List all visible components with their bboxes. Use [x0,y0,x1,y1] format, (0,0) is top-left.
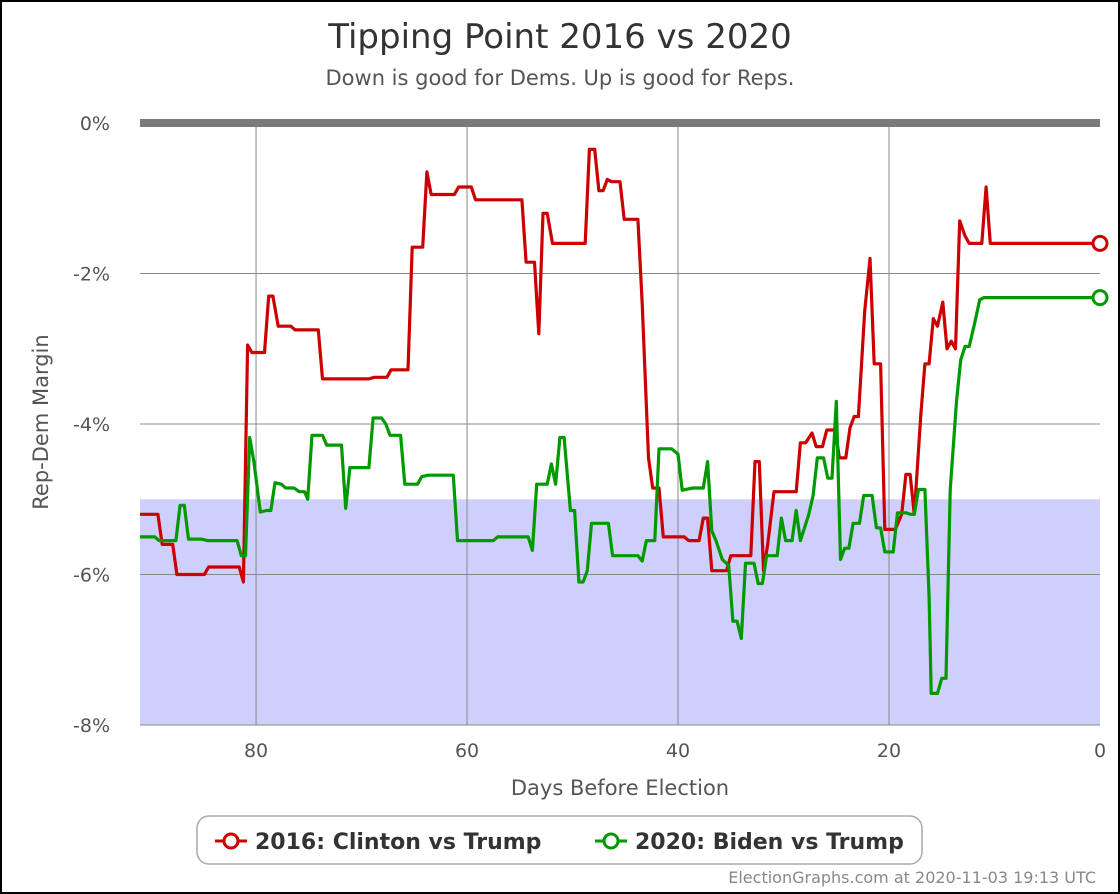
plot-area [140,119,1109,726]
x-axis-label: Days Before Election [511,776,729,800]
x-tick-label: 0 [1094,740,1106,762]
legend-label-2: 2020: Biden vs Trump [635,830,904,855]
chart-subtitle: Down is good for Dems. Up is good for Re… [326,66,795,90]
x-tick-label: 20 [877,740,901,762]
legend: 2016: Clinton vs Trump 2020: Biden vs Tru… [196,815,923,865]
dem-favored-band [140,499,1100,725]
y-tick-label: -4% [73,414,110,436]
x-tick-label: 80 [244,740,268,762]
x-tick-label: 60 [455,740,479,762]
y-axis-label: Rep-Dem Margin [29,334,53,509]
credit-text: ElectionGraphs.com at 2020-11-03 19:13 U… [728,868,1096,887]
y-tick-label: -2% [73,264,110,286]
y-tick-label: 0% [80,113,110,135]
y-tick-labels: 0% -2% -4% -6% -8% [73,113,110,737]
x-tick-labels: 80 60 40 20 0 [244,740,1106,762]
grid-lines [140,123,1100,726]
legend-items: 2016: Clinton vs Trump 2020: Biden vs Tru… [215,830,904,855]
legend-marker-2 [602,832,620,850]
legend-marker-1 [222,832,240,850]
series-line-2 [140,296,1100,695]
legend-box [196,815,923,865]
series-layer [140,147,1109,695]
series-end-marker-2 [1091,289,1109,307]
y-tick-label: -8% [73,715,110,737]
series-end-marker-1 [1091,234,1109,252]
y-tick-label: -6% [73,565,110,587]
legend-label-1: 2016: Clinton vs Trump [255,830,541,855]
chart-title: Tipping Point 2016 vs 2020 [327,17,791,57]
x-tick-label: 40 [666,740,690,762]
series-line-1 [140,147,1100,584]
